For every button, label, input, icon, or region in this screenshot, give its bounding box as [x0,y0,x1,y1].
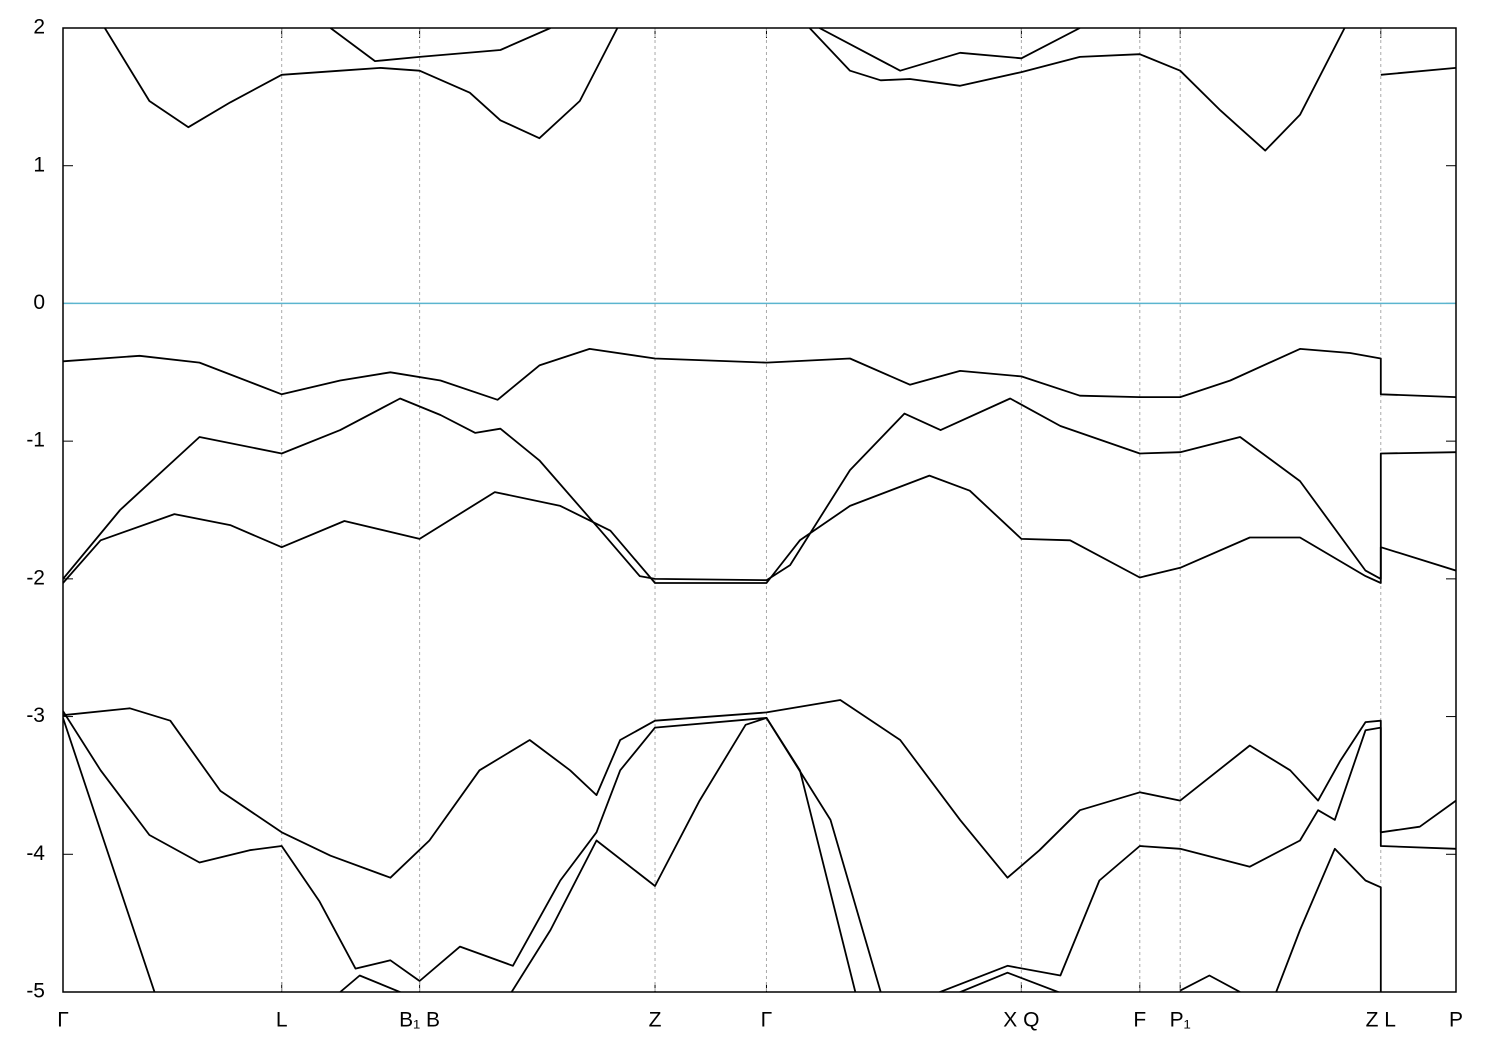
band-line [103,28,1456,152]
y-tick-label: -5 [26,980,45,1003]
band-line [63,699,1456,879]
x-tick-label: L [276,1009,288,1032]
x-tick-label: P [1449,1009,1463,1032]
x-tick-label: Z [649,1009,662,1032]
tick-labels: 2 1 0 -1 -2 -3 -4 -5 Γ L B₁ B Z Γ X Q F P₁ Z L P [26,16,1463,1032]
x-tick-label: P₁ [1170,1009,1191,1032]
y-tick-label: 0 [33,291,45,314]
band-line [63,348,1456,401]
y-tick-label: -2 [26,566,45,589]
x-tick-label: Z L [1366,1009,1396,1032]
y-tick-label: -4 [26,842,45,865]
x-tick-label: B₁ B [399,1009,440,1032]
x-tick-label: Γ [57,1009,69,1032]
x-tick-label: X Q [1003,1009,1039,1032]
plot-frame [62,27,1457,993]
band-line [329,28,1081,72]
bands [63,28,1456,992]
x-tick-label: Γ [761,1009,773,1032]
band-line [63,474,1456,584]
x-tick-label: F [1133,1009,1146,1032]
y-tick-label: 2 [33,16,45,39]
band-line [63,717,1382,992]
y-tick-label: 1 [33,153,45,176]
y-tick-label: -1 [26,429,45,452]
y-tick-label: -3 [26,704,45,727]
band-line [63,397,1456,582]
